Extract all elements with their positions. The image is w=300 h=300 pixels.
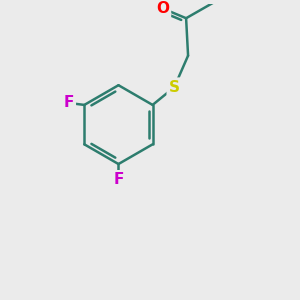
Text: S: S <box>169 80 180 95</box>
Text: F: F <box>113 172 124 187</box>
Text: O: O <box>156 1 169 16</box>
Text: F: F <box>63 95 74 110</box>
